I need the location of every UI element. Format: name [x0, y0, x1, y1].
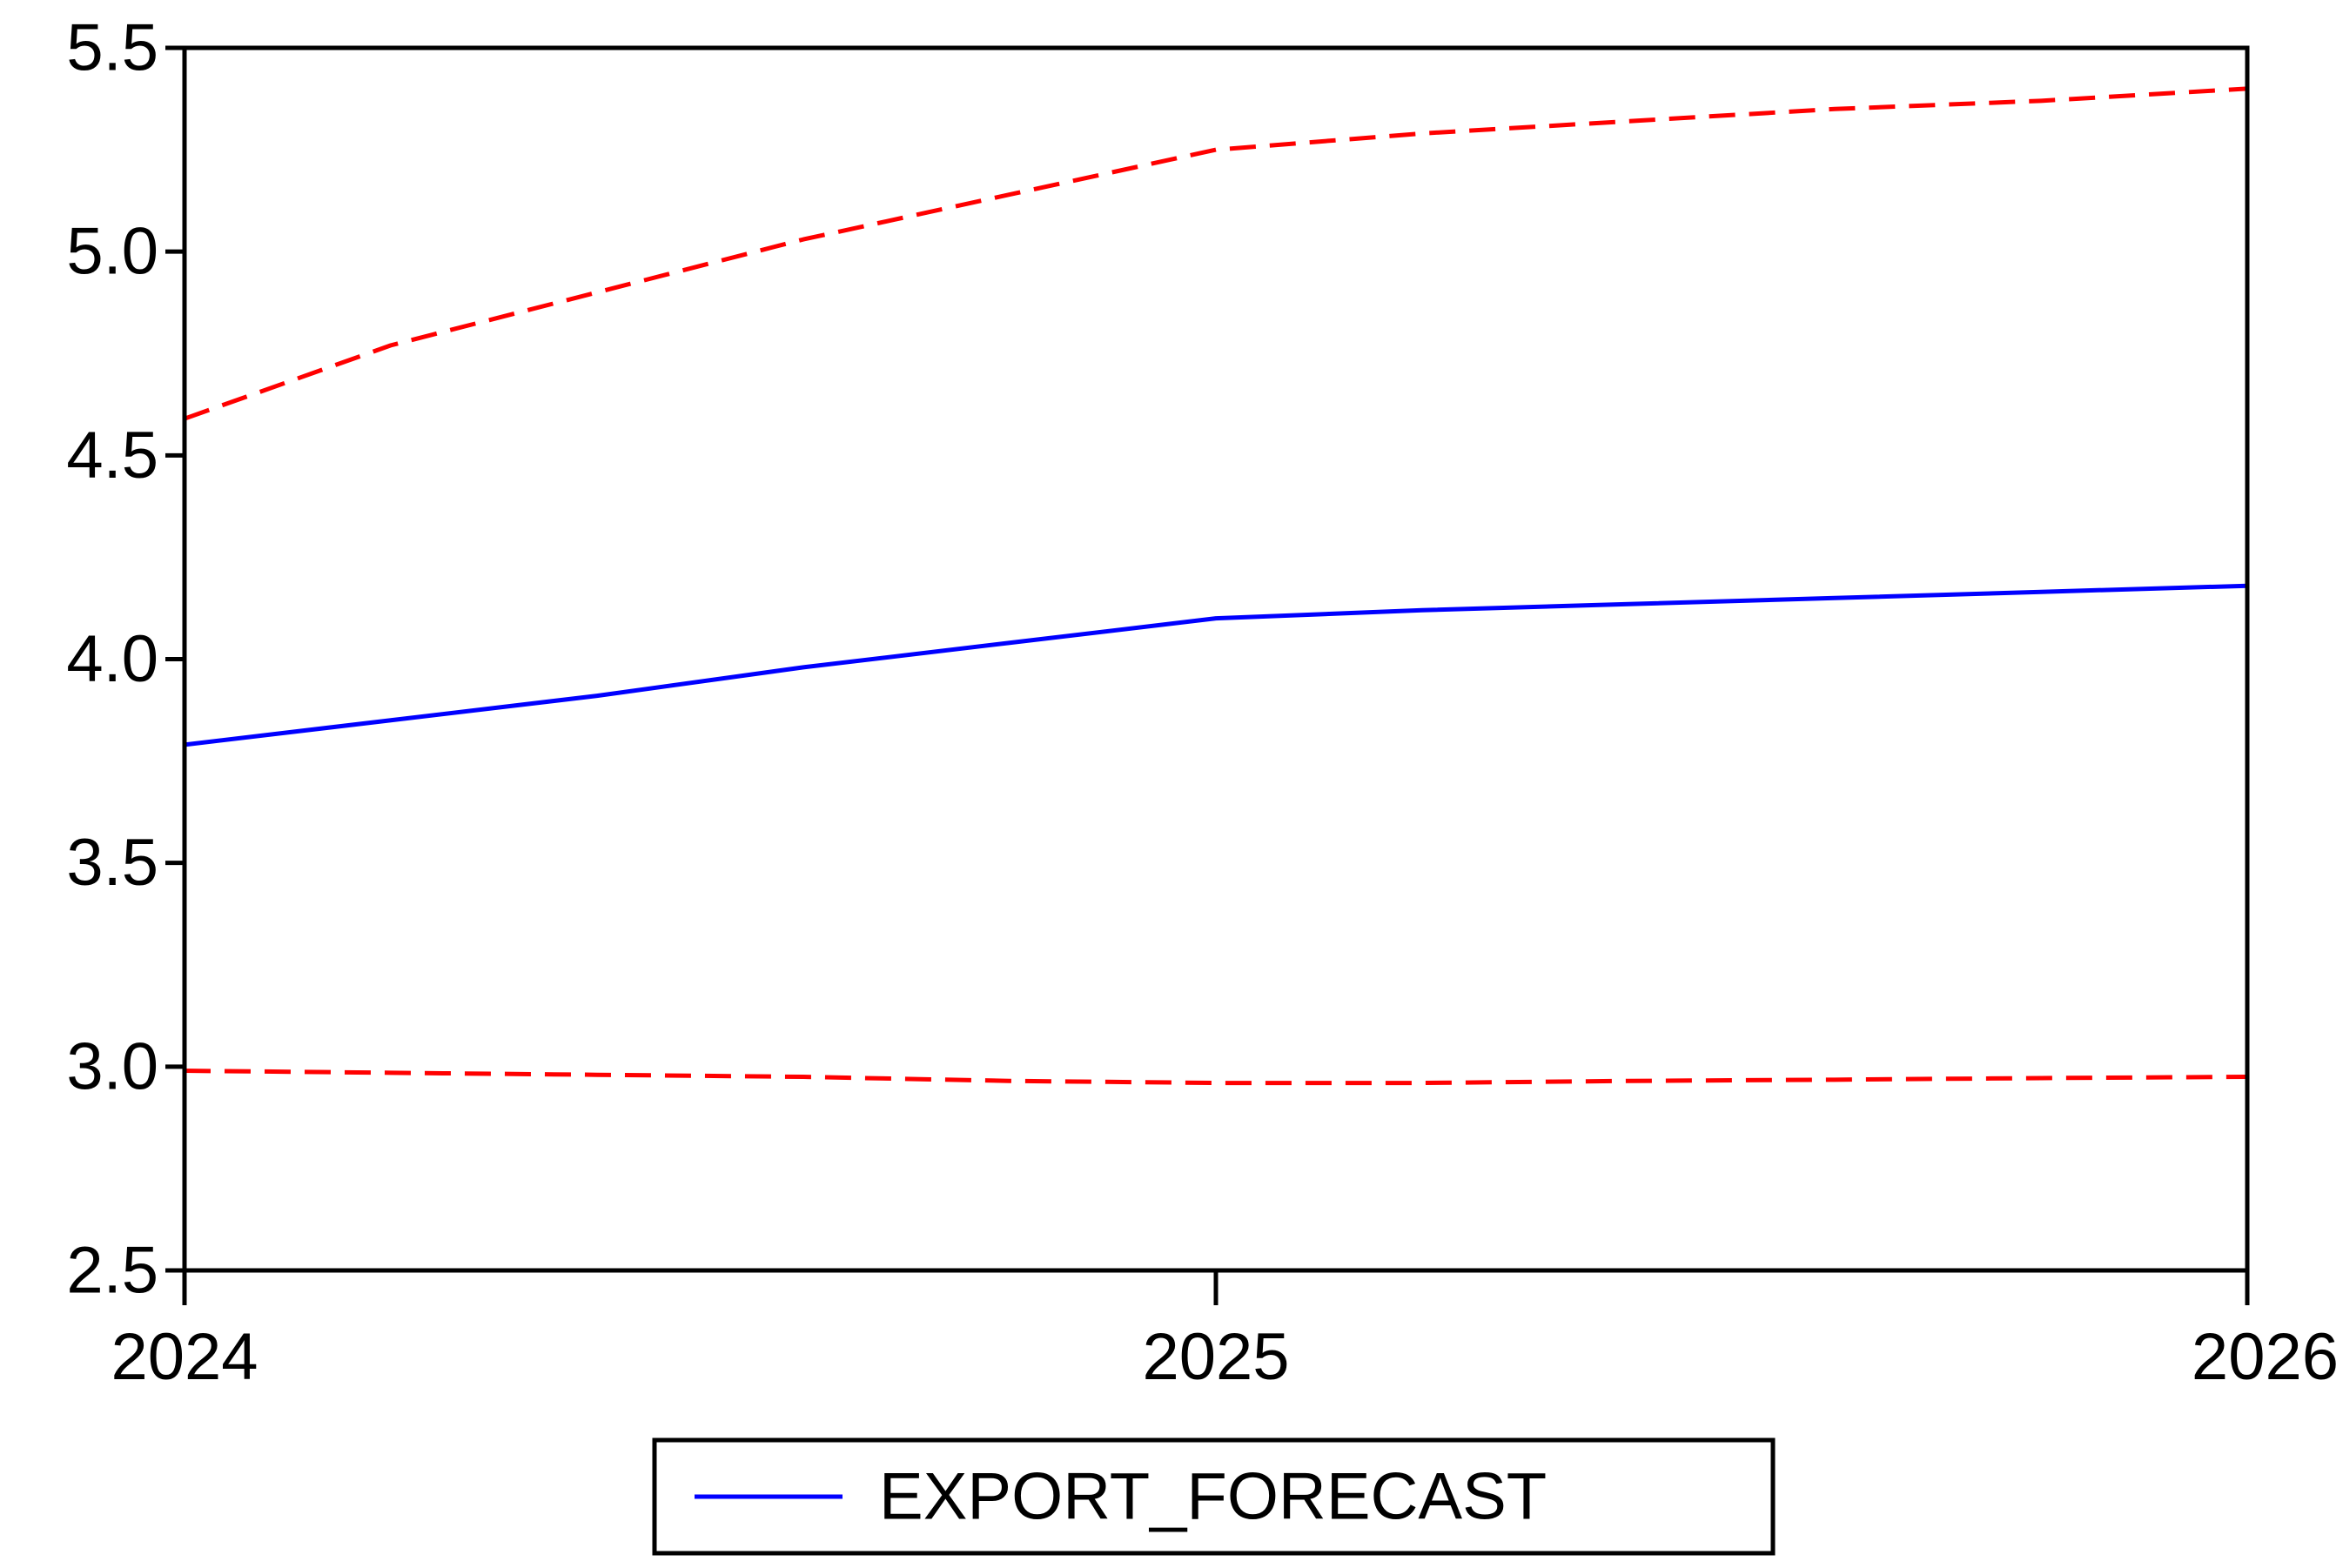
y-tick-label: 2.5	[66, 1234, 158, 1308]
y-tick-label: 4.0	[66, 622, 158, 696]
series-export-forecast	[184, 583, 2248, 747]
x-tick-label: 2026	[2192, 1320, 2339, 1394]
legend-box	[652, 1437, 1776, 1556]
x-axis-ticks: 2024 2025 2026	[111, 1270, 2339, 1394]
series-lower-band	[184, 1069, 2248, 1086]
series-layer	[184, 86, 2248, 1086]
plot-frame	[182, 45, 2250, 1273]
y-tick-label: 3.5	[66, 826, 158, 900]
x-tick-label: 2024	[111, 1320, 258, 1394]
y-tick-label: 4.5	[66, 419, 158, 493]
x-tick-label: 2025	[1142, 1320, 1289, 1394]
series-upper-band	[184, 86, 2248, 421]
y-axis-ticks: 2.5 3.0 3.5 4.0 4.5 5.0 5.5	[66, 11, 185, 1308]
legend: EXPORT_FORECAST	[652, 1437, 1776, 1556]
y-tick-label: 3.0	[66, 1029, 158, 1103]
y-tick-label: 5.5	[66, 11, 158, 85]
y-tick-label: 5.0	[66, 215, 158, 289]
legend-label-export-forecast: EXPORT_FORECAST	[879, 1460, 1547, 1534]
